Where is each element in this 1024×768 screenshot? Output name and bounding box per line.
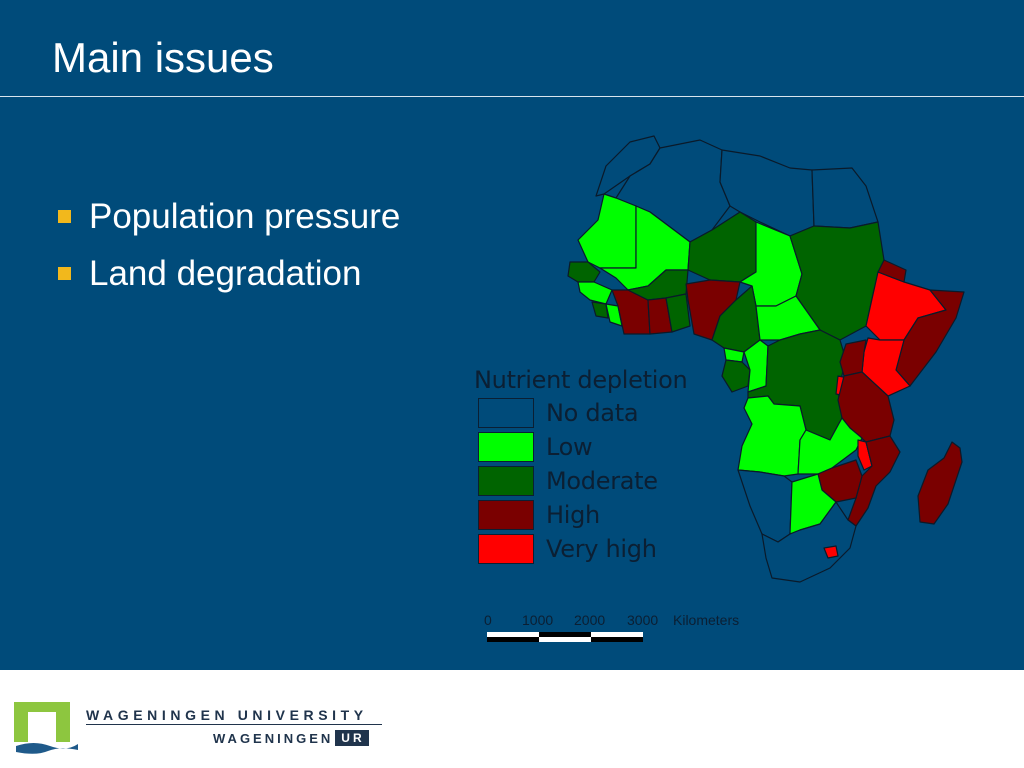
slide-background: Main issues Population pressure Land deg… [0, 0, 1024, 670]
scale-tick-label: 3000 [627, 612, 659, 628]
slide-title: Main issues [52, 34, 274, 81]
country-gabon [721, 359, 751, 393]
scale-tick-label: 1000 [522, 612, 554, 628]
country-uganda [839, 339, 867, 377]
legend-label: Low [546, 433, 593, 461]
legend-item-moderate: Moderate [474, 464, 704, 498]
map-legend: Nutrient depletion No data Low Moderate … [474, 364, 704, 566]
country-madagascar [917, 441, 963, 525]
legend-swatch [478, 500, 534, 530]
bullet-square-icon [58, 210, 71, 223]
country-sierra-leone [591, 301, 609, 319]
bullet-text: Population pressure [89, 196, 401, 236]
legend-label: Very high [546, 535, 657, 563]
country-togo-benin [665, 293, 691, 333]
legend-item-low: Low [474, 430, 704, 464]
legend-swatch [478, 534, 534, 564]
wageningen-text: WAGENINGEN [213, 730, 334, 746]
country-zambia [797, 417, 863, 475]
country-malawi [857, 439, 873, 471]
country-south-africa [761, 501, 857, 583]
logo-divider [86, 724, 382, 725]
scale-bar: 0 1000 2000 3000 Kilometers [482, 608, 772, 648]
country-mozambique [847, 435, 901, 527]
legend-swatch [478, 466, 534, 496]
legend-item-very-high: Very high [474, 532, 704, 566]
country-egypt [811, 167, 879, 229]
legend-item-high: High [474, 498, 704, 532]
bullet-item: Land degradation [52, 245, 400, 302]
legend-title: Nutrient depletion [474, 366, 688, 394]
university-name: WAGENINGEN UNIVERSITY [86, 707, 368, 723]
country-mauritania [577, 193, 637, 269]
legend-swatch [478, 398, 534, 428]
ur-badge: UR [335, 730, 369, 746]
scale-segment [487, 637, 539, 642]
footer: WAGENINGEN UNIVERSITY WAGENINGEN UR [0, 670, 1024, 768]
scale-unit-label: Kilometers [673, 612, 740, 628]
bullet-item: Population pressure [52, 188, 400, 245]
country-lesotho [823, 545, 839, 559]
scale-segment [487, 632, 539, 637]
country-guinea [577, 281, 613, 305]
country-namibia [737, 469, 793, 543]
legend-label: Moderate [546, 467, 658, 495]
country-sudan [789, 221, 885, 341]
scale-segment [591, 632, 643, 637]
country-eritrea [877, 259, 907, 283]
wageningen-ur-wordmark: WAGENINGEN UR [213, 730, 369, 746]
legend-label: No data [546, 399, 639, 427]
legend-item-no-data: No data [474, 396, 704, 430]
legend-label: High [546, 501, 600, 529]
country-angola [737, 395, 807, 477]
title-divider [0, 96, 1024, 97]
wageningen-logo-icon [14, 702, 78, 754]
scale-segment [539, 632, 591, 637]
scale-segment [591, 637, 643, 642]
scale-segment [539, 637, 591, 642]
legend-swatch [478, 432, 534, 462]
scale-tick-label: 0 [484, 612, 492, 628]
africa-map [567, 135, 965, 583]
scale-tick-label: 2000 [574, 612, 606, 628]
bullet-list: Population pressure Land degradation [52, 188, 400, 302]
bullet-text: Land degradation [89, 253, 362, 293]
bullet-square-icon [58, 267, 71, 280]
